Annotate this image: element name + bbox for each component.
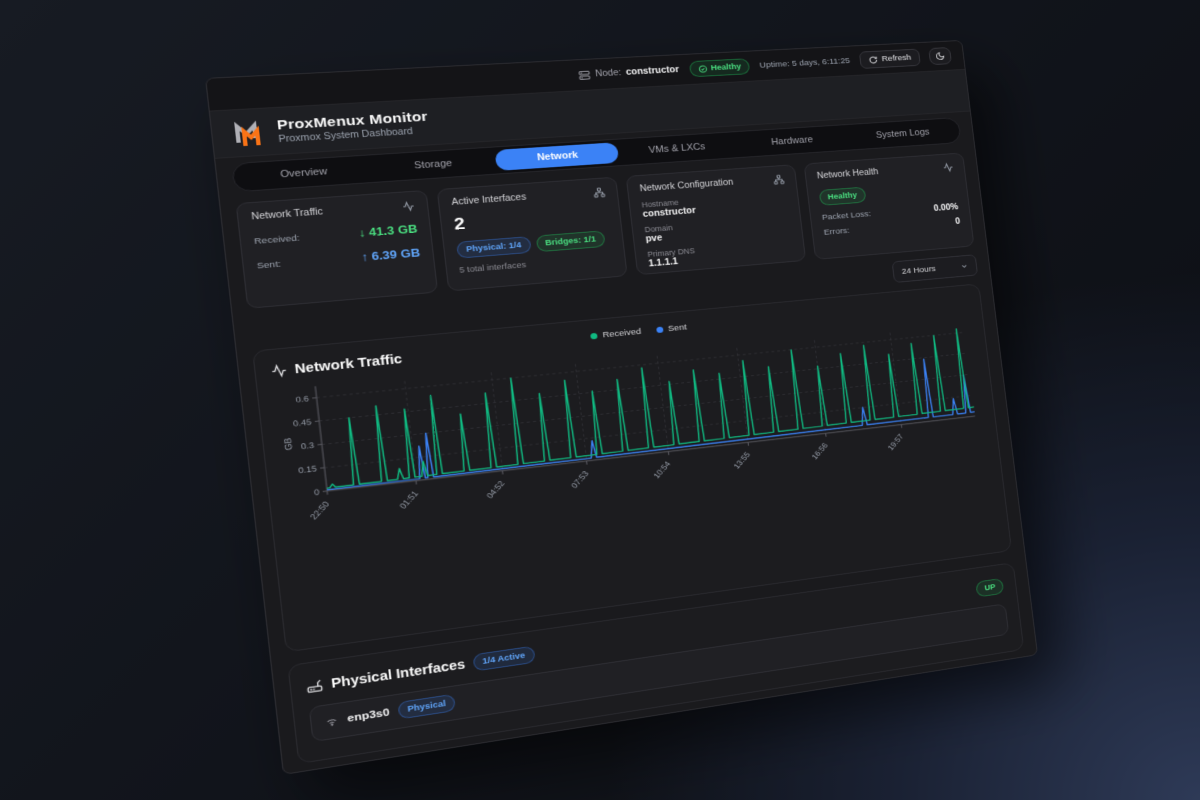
- card-title: Network Health: [816, 167, 879, 182]
- time-range-value: 24 Hours: [901, 263, 937, 276]
- node-value: constructor: [625, 65, 680, 78]
- tab-overview[interactable]: Overview: [279, 166, 328, 181]
- errors-value: 0: [954, 216, 961, 227]
- healthy-badge: Healthy: [818, 186, 866, 206]
- legend-received: Received: [590, 327, 642, 341]
- interface-type-badge: Physical: [397, 693, 457, 720]
- proxmenux-logo: [231, 117, 269, 148]
- activity-icon: [270, 363, 288, 378]
- svg-text:04:52: 04:52: [485, 479, 507, 500]
- svg-text:GB: GB: [282, 437, 295, 450]
- node-label: Node:: [594, 68, 622, 79]
- sent-value: ↑ 6.39 GB: [360, 246, 421, 264]
- svg-text:19:57: 19:57: [886, 432, 905, 451]
- received-label: Received:: [253, 232, 301, 247]
- server-icon: [578, 69, 591, 80]
- refresh-button[interactable]: Refresh: [858, 48, 921, 69]
- bridges-count-badge: Bridges: 1/1: [535, 230, 606, 252]
- sent-legend-dot: [656, 326, 664, 334]
- svg-text:0.3: 0.3: [301, 441, 315, 451]
- tab-network[interactable]: Network: [494, 142, 620, 171]
- packet-loss-label: Packet Loss:: [821, 209, 872, 223]
- tab-storage[interactable]: Storage: [413, 158, 453, 172]
- received-legend-dot: [590, 332, 599, 340]
- dashboard-window: Node: constructor Healthy Uptime: 5 days…: [205, 39, 1038, 776]
- card-title: Network Configuration: [639, 177, 734, 194]
- network-health-card: Network Health Healthy Packet Loss: 0.00…: [803, 152, 975, 260]
- svg-text:07:53: 07:53: [569, 469, 590, 490]
- node-info: Node: constructor: [578, 65, 680, 80]
- chart-title: Network Traffic: [293, 351, 403, 377]
- network-traffic-chart-card: Network Traffic Received Sent 0 0.15 0.3 0.…: [252, 283, 1013, 653]
- active-count-badge: 1/4 Active: [472, 645, 536, 672]
- chevron-down-icon: [960, 262, 969, 270]
- svg-text:01:51: 01:51: [398, 489, 420, 510]
- svg-text:0.15: 0.15: [298, 464, 317, 475]
- received-value: ↓ 41.3 GB: [357, 222, 419, 240]
- tab-system-logs[interactable]: System Logs: [875, 127, 931, 141]
- legend-sent: Sent: [656, 323, 687, 335]
- traffic-line-chart: 0 0.15 0.3 0.45 0.6 22:50 01:51 04:52 07:53 10:54…: [282, 316, 989, 521]
- svg-text:16:56: 16:56: [810, 441, 830, 461]
- network-tree-icon: [773, 174, 785, 185]
- health-status-badge: Healthy: [688, 58, 751, 78]
- check-circle-icon: [697, 64, 707, 73]
- uptime-text: Uptime: 5 days, 6:11:25: [759, 56, 851, 71]
- theme-toggle-button[interactable]: [928, 47, 952, 66]
- tab-hardware[interactable]: Hardware: [770, 134, 814, 148]
- refresh-icon: [868, 55, 878, 64]
- errors-label: Errors:: [823, 225, 851, 237]
- network-configuration-card: Network Configuration Hostname construct…: [625, 164, 807, 276]
- svg-text:22:50: 22:50: [308, 500, 331, 521]
- tab-vms-lxcs[interactable]: VMs & LXCs: [648, 141, 706, 156]
- network-traffic-card: Network Traffic Received: ↓ 41.3 GB Sent…: [235, 189, 439, 309]
- physical-count-badge: Physical: 1/4: [456, 236, 532, 259]
- sent-label: Sent:: [256, 258, 282, 271]
- svg-text:10:54: 10:54: [652, 460, 673, 480]
- svg-text:13:55: 13:55: [732, 450, 752, 470]
- card-title: Active Interfaces: [451, 192, 527, 208]
- active-interfaces-count: 2: [453, 214, 467, 234]
- moon-icon: [935, 51, 946, 60]
- time-range-select[interactable]: 24 Hours: [891, 254, 979, 283]
- svg-text:0.6: 0.6: [295, 394, 309, 404]
- active-interfaces-card: Active Interfaces 2 Physical: 1/4 Bridge…: [436, 176, 628, 292]
- packet-loss-value: 0.00%: [933, 202, 959, 214]
- network-icon: [593, 187, 606, 198]
- interface-name: enp3s0: [346, 706, 391, 725]
- router-icon: [306, 678, 324, 694]
- activity-icon: [402, 201, 416, 213]
- interface-status-badge: UP: [975, 577, 1005, 598]
- svg-text:0.45: 0.45: [293, 417, 312, 428]
- wifi-icon: [324, 714, 339, 728]
- activity-icon: [942, 162, 954, 172]
- card-title: Network Traffic: [250, 207, 324, 223]
- svg-text:0: 0: [314, 487, 320, 496]
